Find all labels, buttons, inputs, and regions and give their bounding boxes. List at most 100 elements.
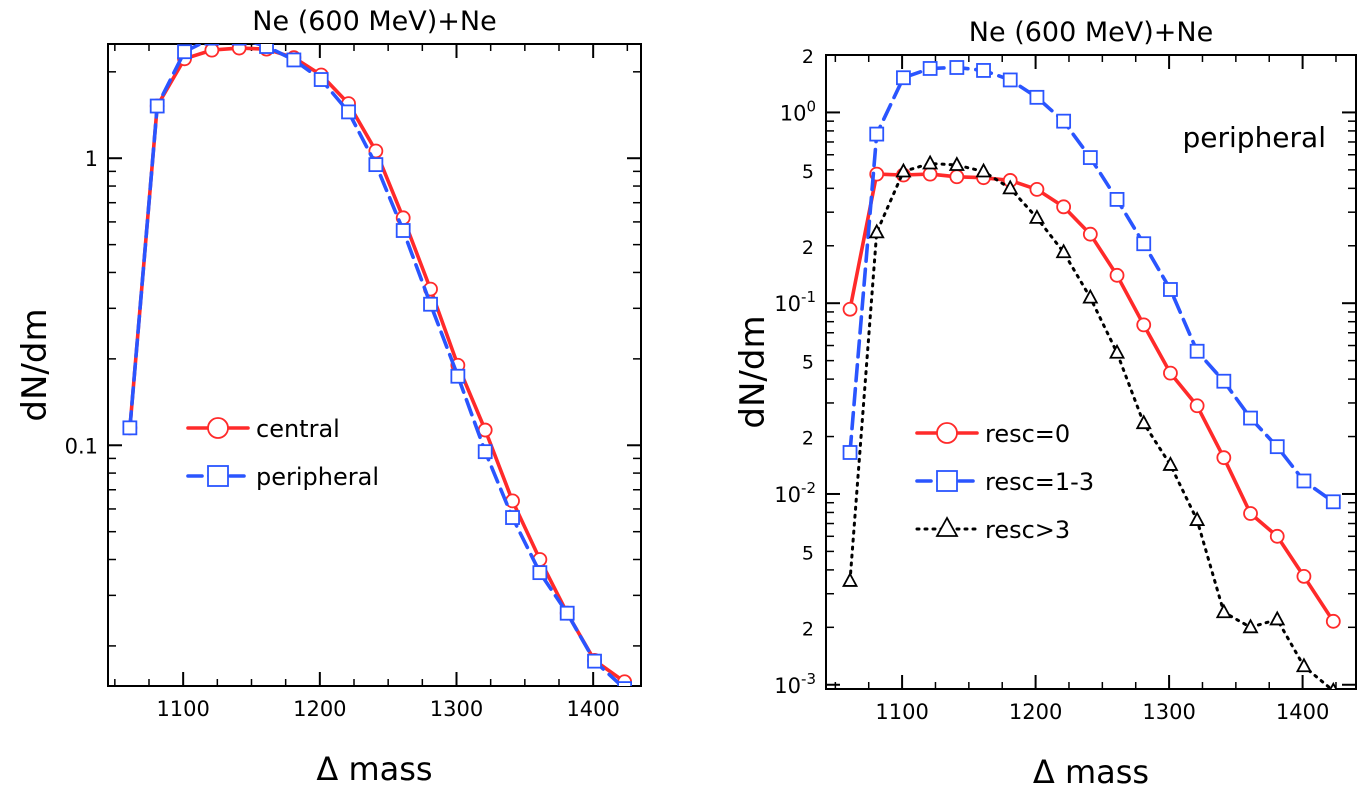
data-point-resc13 (922, 61, 938, 76)
x-axis-title: Δ mass (316, 750, 432, 788)
data-point-resc13 (1136, 236, 1152, 252)
data-point-central (204, 44, 220, 58)
data-point-resc13 (976, 63, 991, 78)
y-minor-tick-label: 2 (802, 618, 814, 640)
y-minor-tick-label: 5 (802, 352, 814, 374)
data-point-resc0 (1109, 267, 1125, 283)
data-point-peripheral (505, 510, 520, 525)
y-axis-title: dN/dm (733, 315, 773, 428)
legend-marker-resc3 (935, 516, 959, 537)
data-point-resc0 (1216, 450, 1232, 466)
legend-marker-peripheral (207, 465, 229, 487)
plot-frame (107, 43, 642, 687)
data-point-resc3 (1162, 456, 1179, 471)
data-point-resc13 (1269, 439, 1285, 455)
legend-label: resc=0 (985, 420, 1070, 448)
data-point-resc3 (1269, 610, 1286, 626)
data-point-resc3 (1082, 288, 1099, 304)
data-point-resc3 (922, 154, 939, 170)
data-point-peripheral (177, 44, 192, 60)
data-point-resc3 (1028, 209, 1045, 224)
y-minor-tick-label: 2 (802, 237, 814, 259)
data-point-resc3 (842, 572, 859, 587)
data-point-peripheral (231, 44, 247, 46)
data-point-resc3 (1329, 681, 1338, 689)
data-point-peripheral (122, 420, 138, 436)
data-point-resc3 (868, 223, 885, 239)
y-minor-tick-label: 5 (802, 542, 814, 564)
data-point-peripheral (587, 653, 602, 669)
data-point-peripheral (559, 605, 575, 621)
x-tick-label: 1300 (1142, 700, 1195, 724)
data-point-resc0 (1243, 506, 1258, 521)
data-point-resc0 (1296, 568, 1312, 584)
x-tick-label: 1100 (156, 697, 209, 721)
data-point-resc0 (1056, 199, 1072, 215)
data-point-resc0 (922, 166, 938, 182)
legend-label: peripheral (256, 463, 379, 491)
legend-label: resc>3 (985, 516, 1070, 544)
left-chart-panel: 1100 1200 1300 1400 0.1 1 Ne (600 MeV)+Ne Δ mas… (15, 6, 642, 788)
data-point-resc0 (842, 301, 858, 317)
data-point-resc3 (1055, 243, 1072, 259)
data-point-resc0 (1082, 226, 1098, 242)
data-point-peripheral (286, 52, 302, 68)
series-resc13 (842, 60, 1341, 510)
data-point-peripheral (368, 157, 384, 173)
data-point-peripheral (259, 44, 274, 54)
legend-marker-central (207, 417, 229, 439)
data-point-resc13 (949, 60, 965, 75)
data-point-resc13 (1002, 72, 1018, 88)
data-point-resc3 (1002, 179, 1019, 195)
legend-label: resc=1-3 (985, 468, 1094, 496)
data-point-peripheral (532, 565, 548, 581)
data-point-resc0 (949, 169, 965, 185)
data-point-resc13 (842, 445, 858, 460)
data-point-peripheral (450, 368, 466, 384)
data-point-resc13 (1189, 343, 1205, 359)
data-point-resc13 (1109, 192, 1125, 207)
data-point-resc13 (1216, 373, 1232, 389)
data-point-peripheral (341, 104, 356, 120)
chart-title: Ne (600 MeV)+Ne (252, 6, 496, 37)
x-tick-label: 1300 (430, 697, 483, 721)
data-point-resc13 (1163, 282, 1178, 297)
data-point-resc3 (1295, 657, 1312, 673)
data-point-peripheral (313, 72, 329, 87)
x-tick-label: 1400 (1276, 700, 1329, 724)
data-point-resc0 (1325, 613, 1341, 629)
series-resc3 (842, 154, 1338, 689)
data-point-resc13 (1243, 410, 1258, 426)
chart-title: Ne (600 MeV)+Ne (969, 17, 1213, 48)
y-minor-tick-label: 2 (802, 46, 814, 68)
y-axis-title: dN/dm (15, 308, 55, 421)
y-tick-label: 0.1 (65, 434, 98, 458)
data-point-resc3 (895, 162, 912, 178)
plot-frame (825, 54, 1357, 690)
data-point-resc3 (1135, 414, 1152, 430)
data-point-resc0 (1029, 181, 1045, 197)
data-point-resc3 (1242, 618, 1259, 634)
right-chart-panel: 1100 1200 1300 140010-32510-22510-1251002Ne… (733, 17, 1357, 791)
data-point-peripheral (477, 444, 493, 460)
data-point-resc3 (948, 156, 965, 171)
data-point-resc0 (1163, 365, 1178, 381)
data-point-peripheral (617, 681, 632, 686)
x-tick-label: 1200 (1009, 700, 1062, 724)
y-minor-tick-label: 2 (802, 428, 814, 450)
data-point-resc0 (1269, 528, 1285, 544)
data-point-central (231, 44, 247, 56)
data-point-resc13 (1296, 473, 1312, 489)
x-tick-label: 1100 (875, 700, 928, 724)
data-point-resc3 (1189, 511, 1206, 526)
data-point-resc3 (975, 162, 992, 178)
data-point-resc13 (1325, 494, 1341, 510)
data-point-resc13 (1082, 150, 1098, 165)
data-point-resc3 (1215, 603, 1232, 619)
data-point-peripheral (423, 296, 438, 312)
x-axis-title: Δ mass (1033, 753, 1149, 791)
data-point-peripheral (149, 98, 165, 114)
legend-marker-resc0 (936, 422, 958, 444)
annotation-label: peripheral (1183, 121, 1327, 154)
